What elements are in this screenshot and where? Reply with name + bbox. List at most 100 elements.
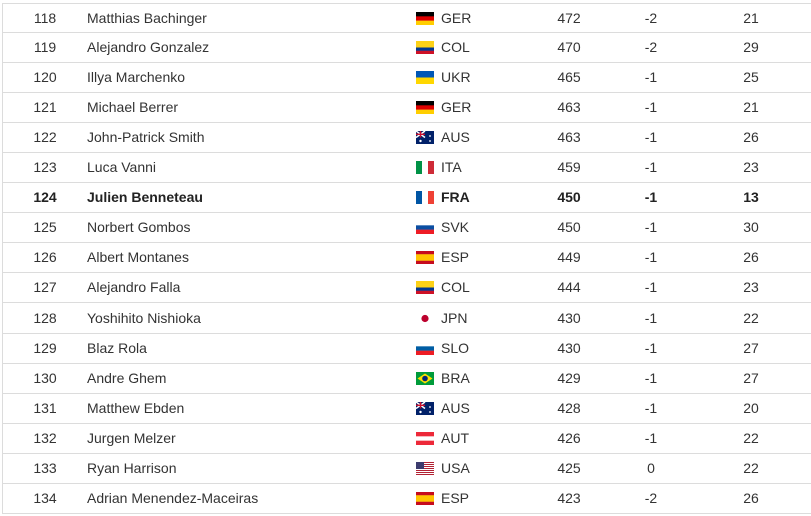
rank: 131 xyxy=(33,399,57,416)
country-code: GER xyxy=(441,10,472,26)
table-row: 129 Blaz Rola SLO 430 -1 27 xyxy=(2,334,811,364)
table-row: 121 Michael Berrer GER 463 -1 21 xyxy=(2,93,811,124)
country-code: GER xyxy=(441,99,472,116)
country-flag xyxy=(416,191,434,205)
table-row: 132 Jurgen Melzer AUT 426 -1 22 xyxy=(2,424,811,454)
table-border xyxy=(2,3,3,513)
tournaments: 29 xyxy=(743,39,759,56)
rank: 118 xyxy=(33,10,57,26)
country-code: BRA xyxy=(441,369,470,386)
tournaments: 23 xyxy=(743,279,759,296)
table-row: 133 Ryan Harrison USA 425 0 22 xyxy=(2,454,811,484)
country-code: AUT xyxy=(441,429,469,446)
change: -2 xyxy=(644,10,658,26)
country-flag xyxy=(416,281,434,295)
player-name: Yoshihito Nishioka xyxy=(87,309,201,326)
player-name: Albert Montanes xyxy=(87,249,189,266)
change: -1 xyxy=(644,399,658,416)
country-flag xyxy=(416,431,434,445)
player-name: Illya Marchenko xyxy=(87,69,186,86)
country-flag xyxy=(416,251,434,265)
tournaments: 26 xyxy=(743,249,759,266)
table-row: 122 John-Patrick Smith AUS 463 -1 26 xyxy=(2,123,811,154)
points: 465 xyxy=(557,69,581,86)
country-code: JPN xyxy=(441,309,468,326)
tournaments: 25 xyxy=(743,69,759,86)
points: 463 xyxy=(557,99,581,116)
tournaments: 22 xyxy=(743,459,759,476)
rank: 128 xyxy=(33,309,57,326)
tournaments: 22 xyxy=(743,309,759,326)
rank: 133 xyxy=(33,459,57,476)
change: -1 xyxy=(644,129,658,146)
table-row: 118 Matthias Bachinger GER 472 -2 21 xyxy=(2,3,811,33)
country-code: ITA xyxy=(441,159,462,176)
country-code: SLO xyxy=(441,339,470,356)
points: 423 xyxy=(557,489,581,506)
rank: 124 xyxy=(33,189,57,206)
player-name: Julien Benneteau xyxy=(87,189,203,206)
table-row: 128 Yoshihito Nishioka JPN 430 -1 22 xyxy=(2,304,811,334)
tournaments: 27 xyxy=(743,369,759,386)
tournaments: 21 xyxy=(743,99,759,116)
points: 449 xyxy=(557,249,581,266)
rank: 121 xyxy=(33,99,57,116)
country-flag xyxy=(416,41,434,55)
table-row: 131 Matthew Ebden AUS 428 -1 20 xyxy=(2,394,811,424)
country-flag xyxy=(416,71,434,85)
country-flag xyxy=(416,341,434,355)
table-row: 123 Luca Vanni ITA 459 -1 23 xyxy=(2,153,811,184)
table-row: 130 Andre Ghem BRA 429 -1 27 xyxy=(2,364,811,394)
points: 444 xyxy=(557,279,581,296)
change: -1 xyxy=(644,159,658,176)
country-flag xyxy=(416,461,434,475)
player-name: Matthias Bachinger xyxy=(87,10,207,26)
country-code: USA xyxy=(441,459,470,476)
country-code: COL xyxy=(441,39,470,56)
rank: 125 xyxy=(33,219,57,236)
player-name: Alejandro Falla xyxy=(87,279,181,296)
tournaments: 21 xyxy=(743,10,759,26)
country-code: SVK xyxy=(441,219,470,236)
country-flag xyxy=(416,221,434,235)
tournaments: 27 xyxy=(743,339,759,356)
player-name: Andre Ghem xyxy=(87,369,167,386)
points: 470 xyxy=(557,39,581,56)
points: 450 xyxy=(557,219,581,236)
points: 426 xyxy=(557,429,581,446)
points: 425 xyxy=(557,459,581,476)
player-name: Jurgen Melzer xyxy=(87,429,176,446)
country-flag xyxy=(416,131,434,145)
country-flag xyxy=(416,161,434,175)
table-row: 134 Adrian Menendez-Maceiras ESP 423 -2 26 xyxy=(2,484,811,514)
points: 463 xyxy=(557,129,581,146)
points: 430 xyxy=(557,339,581,356)
change: -2 xyxy=(644,39,658,56)
country-flag xyxy=(416,101,434,115)
points: 429 xyxy=(557,369,581,386)
table-row: 125 Norbert Gombos SVK 450 -1 30 xyxy=(2,213,811,244)
player-name: John-Patrick Smith xyxy=(87,129,205,146)
rank: 129 xyxy=(33,339,57,356)
country-flag xyxy=(416,311,434,325)
rank: 127 xyxy=(33,279,57,296)
change: -1 xyxy=(644,279,658,296)
rank: 134 xyxy=(33,489,57,506)
player-name: Michael Berrer xyxy=(87,99,179,116)
country-code: UKR xyxy=(441,69,471,86)
player-name: Matthew Ebden xyxy=(87,399,185,416)
points: 472 xyxy=(557,10,581,26)
change: -1 xyxy=(644,369,658,386)
rank: 122 xyxy=(33,129,57,146)
change: -2 xyxy=(644,489,658,506)
player-name: Adrian Menendez-Maceiras xyxy=(87,489,259,506)
change: -1 xyxy=(644,99,658,116)
player-name: Alejandro Gonzalez xyxy=(87,39,210,56)
rank: 130 xyxy=(33,369,57,386)
change: -1 xyxy=(644,189,658,206)
rank: 119 xyxy=(33,39,57,56)
tournaments: 20 xyxy=(743,399,759,416)
country-code: AUS xyxy=(441,399,470,416)
tournaments: 26 xyxy=(743,129,759,146)
tournaments: 23 xyxy=(743,159,759,176)
